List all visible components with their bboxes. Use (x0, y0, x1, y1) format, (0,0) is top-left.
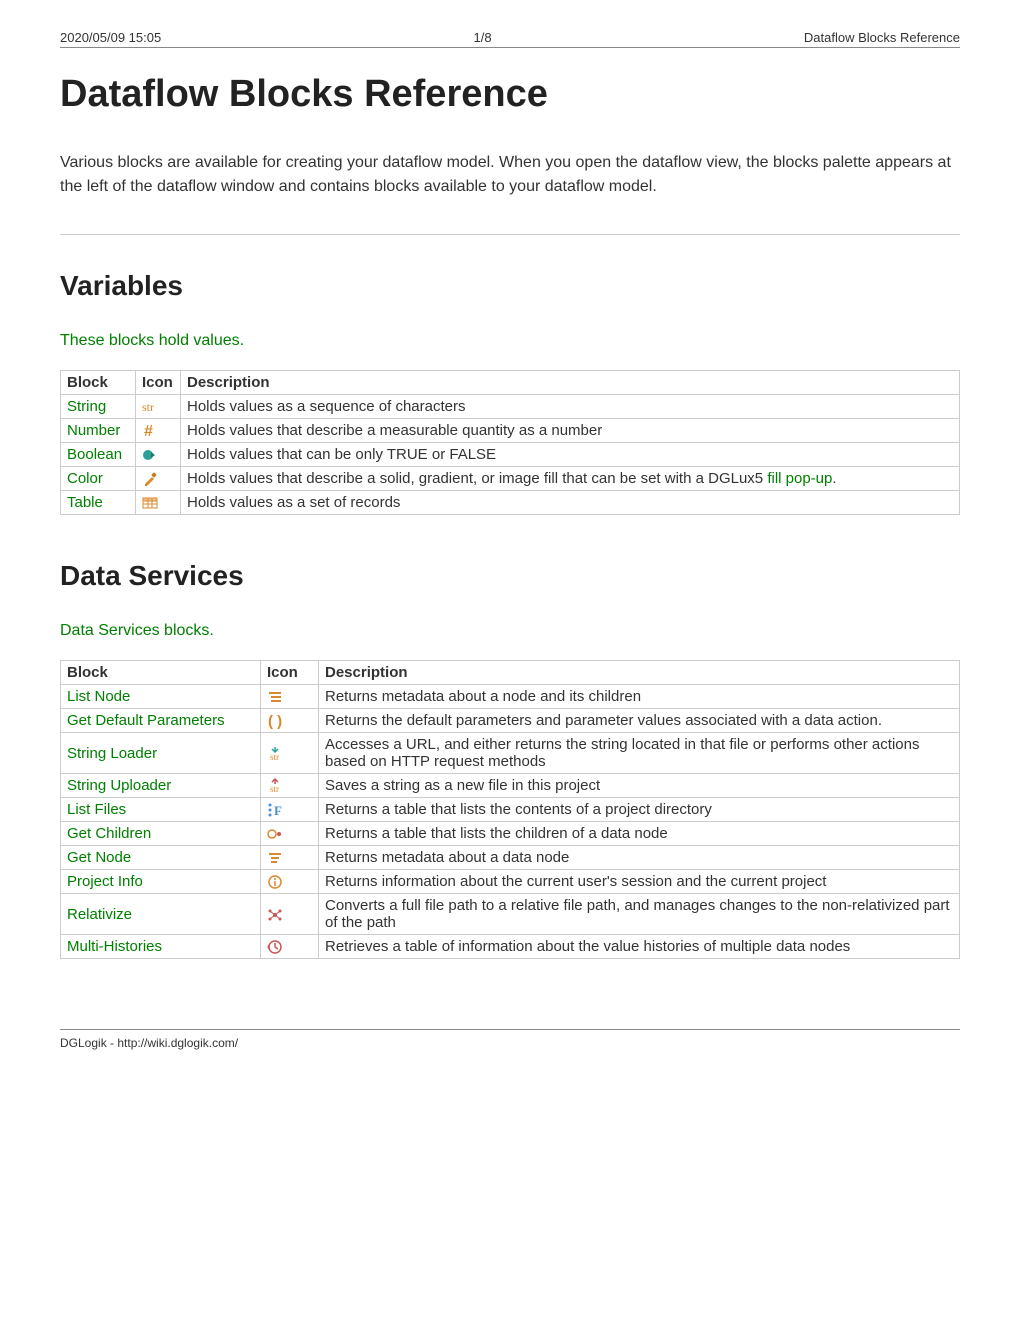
table-row: Color Holds values that describe a solid… (61, 467, 960, 491)
svg-text:( ): ( ) (268, 713, 282, 729)
col-header-desc: Description (181, 371, 960, 395)
intro-paragraph: Various blocks are available for creatin… (60, 151, 960, 199)
table-header-row: Block Icon Description (61, 371, 960, 395)
data-services-table: Block Icon Description List Node Returns… (60, 660, 960, 959)
col-header-desc: Description (319, 661, 960, 685)
cell-desc: Saves a string as a new file in this pro… (319, 774, 960, 798)
relativize-link[interactable]: Relativize (67, 906, 132, 923)
string-loader-link[interactable]: String Loader (67, 745, 157, 762)
cell-desc: Holds values that describe a measurable … (181, 419, 960, 443)
table-row: List Node Returns metadata about a node … (61, 685, 960, 709)
cell-desc: Holds values as a sequence of characters (181, 395, 960, 419)
cell-desc: Holds values that describe a solid, grad… (181, 467, 960, 491)
cell-desc: Returns a table that lists the children … (319, 822, 960, 846)
cell-desc: Accesses a URL, and either returns the s… (319, 733, 960, 774)
get-children-link[interactable]: Get Children (67, 825, 151, 842)
page-header: 2020/05/09 15:05 1/8 Dataflow Blocks Ref… (60, 30, 960, 48)
cell-desc: Returns information about the current us… (319, 870, 960, 894)
data-services-link[interactable]: Data Services blocks. (60, 622, 960, 640)
table-row: String Loader str Accesses a URL, and ei… (61, 733, 960, 774)
table-row: String Uploader str Saves a string as a … (61, 774, 960, 798)
table-row: Multi-Histories Retrieves a table of inf… (61, 935, 960, 959)
table-row: String str Holds values as a sequence of… (61, 395, 960, 419)
cell-desc: Returns the default parameters and param… (319, 709, 960, 733)
svg-text:#: # (144, 423, 153, 439)
get-node-icon (267, 850, 283, 866)
variables-link[interactable]: These blocks hold values. (60, 332, 960, 350)
cell-desc: Converts a full file path to a relative … (319, 894, 960, 935)
get-node-link[interactable]: Get Node (67, 849, 131, 866)
table-row: Get Node Returns metadata about a data n… (61, 846, 960, 870)
parentheses-icon: ( ) (267, 713, 283, 729)
header-page-number: 1/8 (474, 30, 492, 45)
table-icon (142, 495, 158, 511)
table-header-row: Block Icon Description (61, 661, 960, 685)
col-header-block: Block (61, 371, 136, 395)
table-row: Boolean Holds values that can be only TR… (61, 443, 960, 467)
cell-desc: Returns a table that lists the contents … (319, 798, 960, 822)
info-icon (267, 874, 283, 890)
col-header-icon: Icon (136, 371, 181, 395)
multi-histories-icon (267, 939, 283, 955)
list-node-icon (267, 689, 283, 705)
cell-desc: Retrieves a table of information about t… (319, 935, 960, 959)
string-uploader-link[interactable]: String Uploader (67, 777, 171, 794)
table-row: List Files F Returns a table that lists … (61, 798, 960, 822)
fill-popup-link[interactable]: fill pop-up (767, 470, 832, 487)
eyedropper-icon (142, 471, 158, 487)
get-default-params-link[interactable]: Get Default Parameters (67, 712, 225, 729)
string-loader-icon: str (267, 746, 283, 762)
cell-desc: Holds values that can be only TRUE or FA… (181, 443, 960, 467)
variables-heading: Variables (60, 270, 960, 302)
get-children-icon (267, 826, 283, 842)
hash-icon: # (142, 423, 158, 439)
cell-desc: Returns metadata about a data node (319, 846, 960, 870)
svg-text:str: str (270, 752, 279, 762)
data-services-heading: Data Services (60, 560, 960, 592)
project-info-link[interactable]: Project Info (67, 873, 143, 890)
header-timestamp: 2020/05/09 15:05 (60, 30, 161, 45)
cell-desc: Holds values as a set of records (181, 491, 960, 515)
relativize-icon (267, 907, 283, 923)
cell-desc: Returns metadata about a node and its ch… (319, 685, 960, 709)
list-files-icon: F (267, 802, 283, 818)
divider (60, 234, 960, 235)
col-header-block: Block (61, 661, 261, 685)
table-row: Table Holds values as a set of records (61, 491, 960, 515)
table-link[interactable]: Table (67, 494, 103, 511)
string-link[interactable]: String (67, 398, 106, 415)
svg-text:F: F (274, 803, 282, 818)
svg-text:str: str (270, 784, 279, 794)
str-icon: str (142, 400, 154, 414)
table-row: Get Children Returns a table that lists … (61, 822, 960, 846)
multi-histories-link[interactable]: Multi-Histories (67, 938, 162, 955)
number-link[interactable]: Number (67, 422, 120, 439)
list-node-link[interactable]: List Node (67, 688, 130, 705)
col-header-icon: Icon (261, 661, 319, 685)
table-row: Get Default Parameters ( ) Returns the d… (61, 709, 960, 733)
table-row: Number # Holds values that describe a me… (61, 419, 960, 443)
table-row: Project Info Returns information about t… (61, 870, 960, 894)
color-link[interactable]: Color (67, 470, 103, 487)
header-doc-title: Dataflow Blocks Reference (804, 30, 960, 45)
page-title: Dataflow Blocks Reference (60, 73, 960, 116)
string-uploader-icon: str (267, 778, 283, 794)
list-files-link[interactable]: List Files (67, 801, 126, 818)
page-footer: DGLogik - http://wiki.dglogik.com/ (60, 1029, 960, 1050)
boolean-link[interactable]: Boolean (67, 446, 122, 463)
table-row: Relativize Converts a full file path to … (61, 894, 960, 935)
variables-table: Block Icon Description String str Holds … (60, 370, 960, 515)
boolean-icon (142, 447, 158, 463)
